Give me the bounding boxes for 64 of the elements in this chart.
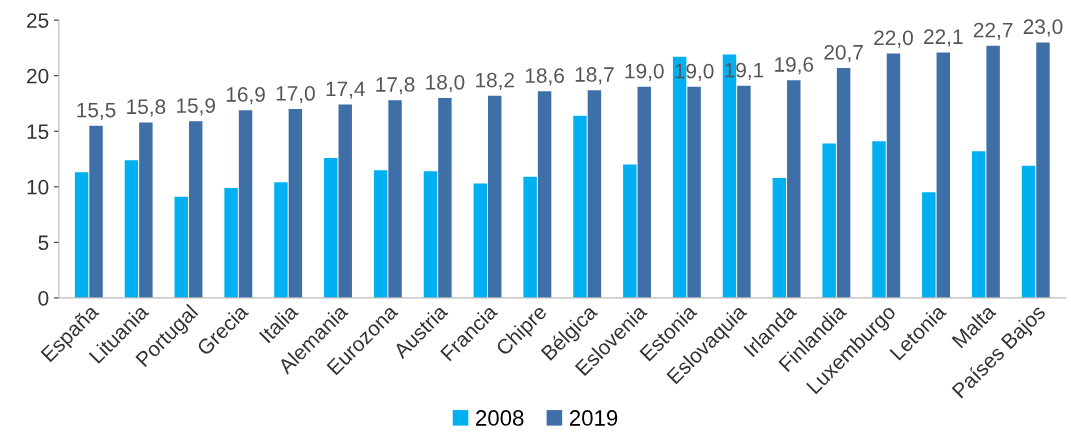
bar bbox=[637, 86, 651, 298]
bar bbox=[139, 122, 153, 298]
y-tick-label: 5 bbox=[38, 235, 49, 251]
data-label: 18,2 bbox=[476, 72, 514, 90]
data-label: 19,6 bbox=[775, 57, 814, 75]
data-label: 16,9 bbox=[226, 87, 265, 105]
bar bbox=[922, 192, 936, 298]
data-label: 20,7 bbox=[824, 44, 863, 63]
y-tick-label: 20 bbox=[27, 68, 49, 84]
bar bbox=[872, 141, 886, 298]
data-label: 19,0 bbox=[625, 63, 664, 81]
bar bbox=[1021, 165, 1036, 298]
bar bbox=[274, 182, 288, 298]
bar bbox=[886, 53, 901, 298]
data-label: 18,6 bbox=[525, 68, 564, 86]
bar bbox=[623, 164, 637, 298]
bar bbox=[1036, 42, 1050, 298]
data-label: 17,8 bbox=[376, 77, 415, 95]
bar bbox=[224, 187, 238, 298]
bar bbox=[74, 172, 89, 298]
legend-label: 2019 bbox=[569, 410, 618, 426]
data-label: 23,0 bbox=[1023, 19, 1063, 37]
data-label: 22,1 bbox=[924, 29, 963, 47]
bar bbox=[388, 100, 402, 298]
bar bbox=[537, 91, 552, 298]
data-label: 15,5 bbox=[77, 102, 116, 120]
bar bbox=[338, 104, 352, 298]
bar bbox=[373, 170, 388, 298]
bar bbox=[573, 115, 587, 298]
bar bbox=[787, 80, 801, 298]
legend-label: 2008 bbox=[476, 410, 524, 426]
bar bbox=[836, 67, 851, 298]
bar bbox=[936, 52, 951, 298]
bar bbox=[737, 85, 751, 298]
data-label: 18,7 bbox=[575, 67, 614, 85]
data-label: 22,7 bbox=[973, 22, 1013, 40]
data-label: 17,0 bbox=[276, 86, 315, 104]
bar bbox=[822, 143, 836, 298]
bar bbox=[772, 177, 787, 298]
bar bbox=[687, 86, 701, 298]
bar bbox=[174, 196, 188, 298]
y-tick-label: 10 bbox=[27, 179, 49, 195]
data-label: 15,8 bbox=[127, 99, 166, 117]
bar bbox=[986, 45, 1000, 298]
bar bbox=[324, 157, 338, 298]
bar bbox=[423, 171, 438, 298]
bar bbox=[587, 90, 602, 298]
y-tick-label: 0 bbox=[38, 290, 49, 306]
bar bbox=[238, 110, 253, 298]
bar bbox=[124, 160, 139, 298]
bar bbox=[473, 183, 488, 298]
y-tick-label: 15 bbox=[27, 124, 49, 140]
bar bbox=[488, 95, 502, 298]
y-tick-label: 25 bbox=[27, 13, 49, 28]
bar bbox=[89, 125, 103, 298]
bar bbox=[971, 151, 986, 298]
bar bbox=[438, 97, 452, 298]
bar bbox=[188, 121, 203, 298]
data-label: 18,0 bbox=[426, 74, 465, 93]
data-label: 22,0 bbox=[874, 30, 913, 48]
data-label: 15,9 bbox=[177, 98, 215, 116]
bar bbox=[523, 176, 537, 298]
bar bbox=[288, 109, 303, 298]
data-label: 17,4 bbox=[326, 81, 365, 99]
